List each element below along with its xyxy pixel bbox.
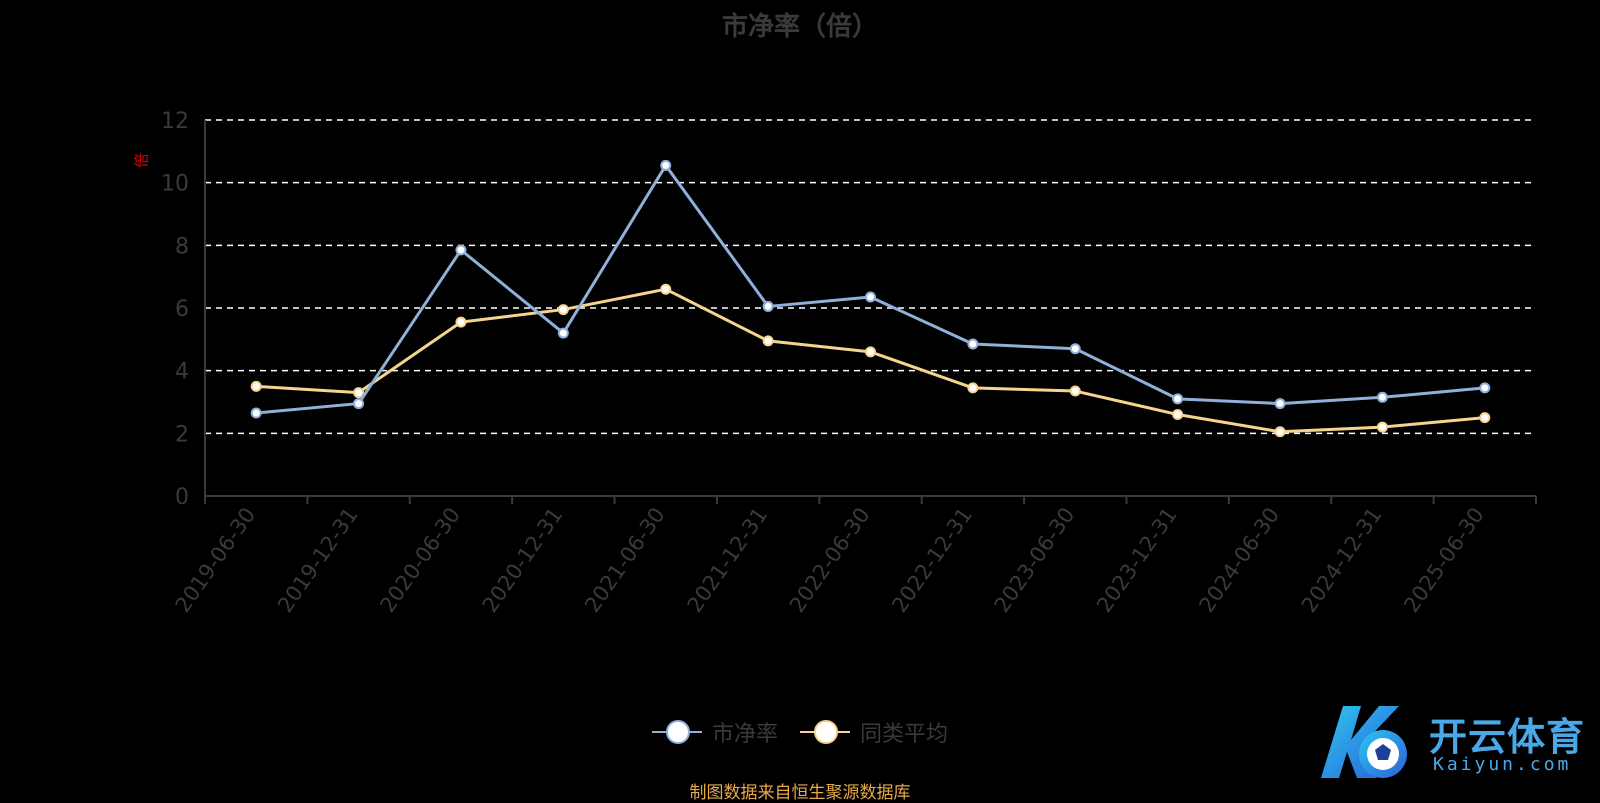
y-tick-label: 10: [161, 172, 189, 197]
x-tick-label: 2022-06-30: [785, 503, 875, 617]
y-tick-label: 2: [175, 422, 189, 447]
legend-swatch-peer-avg: [800, 720, 850, 744]
x-tick-label: 2022-12-31: [887, 503, 977, 617]
legend-swatch-pb: [651, 720, 702, 744]
series-1-point: [762, 335, 774, 347]
series-0-point: [353, 398, 365, 410]
kaiyun-logo-icon: [1321, 706, 1407, 778]
series-0-point: [1172, 393, 1184, 405]
series-0-point: [865, 291, 876, 303]
y-axis-label: 倍: [132, 153, 151, 169]
x-tick-label: 2019-12-31: [273, 503, 363, 617]
series-line-0: [256, 163, 1485, 415]
logo-sub: Kaiyun.com: [1433, 754, 1572, 775]
series-1-point: [353, 387, 365, 399]
y-tick-label: 4: [175, 360, 189, 385]
series-1-point: [1172, 409, 1184, 421]
chart-legend: 市净率 同类平均: [0, 716, 1600, 748]
x-tick-label: 2024-12-31: [1297, 503, 1387, 617]
chart-title: 市净率（倍）: [721, 12, 878, 42]
series-1-point: [967, 382, 979, 394]
legend-item-peer-avg[interactable]: 同类平均: [800, 716, 948, 748]
y-tick-label: 0: [175, 485, 189, 510]
x-tick-label: 2020-12-31: [478, 503, 568, 617]
series-0-point: [1376, 391, 1388, 403]
series-1-point: [1479, 412, 1491, 424]
series-0-point: [1274, 398, 1286, 410]
series-1-point: [1376, 421, 1388, 433]
series-0-point: [250, 407, 262, 419]
x-tick-label: 2023-06-30: [990, 503, 1080, 617]
series-1-point: [1069, 385, 1081, 397]
series-1-point: [455, 316, 467, 328]
x-tick-label: 2025-06-30: [1399, 503, 1489, 617]
logo-name: 开云体育: [1429, 715, 1586, 759]
series-0-point: [1479, 382, 1491, 394]
legend-label-pb: 市净率: [711, 722, 778, 747]
legend-item-pb[interactable]: 市净率: [651, 716, 778, 748]
series-1-point: [557, 304, 569, 316]
series-1-point: [250, 380, 262, 392]
source-note: 制图数据来自恒生聚源数据库: [689, 783, 911, 803]
series-1-point: [1274, 426, 1286, 438]
series-0-point: [557, 327, 569, 339]
legend-label-peer-avg: 同类平均: [860, 722, 949, 747]
x-tick-label: 2023-12-31: [1092, 503, 1182, 617]
x-tick-label: 2024-06-30: [1194, 503, 1284, 617]
series-0-point: [1069, 343, 1081, 355]
x-tick-label: 2021-06-30: [580, 503, 670, 617]
x-tick-label: 2021-12-31: [683, 503, 773, 617]
series-0-point: [455, 244, 467, 256]
series-0-point: [967, 338, 979, 350]
y-tick-label: 6: [175, 297, 189, 322]
series-0-point: [660, 159, 672, 171]
series-1-point: [660, 283, 672, 295]
y-tick-label: 12: [161, 109, 189, 134]
series-line-1: [256, 287, 1485, 434]
y-tick-label: 8: [175, 234, 189, 259]
x-tick-label: 2019-06-30: [171, 503, 261, 617]
x-tick-label: 2020-06-30: [375, 503, 465, 617]
brand-logo: 开云体育 Kaiyun.com: [1313, 698, 1593, 788]
series-1-point: [865, 346, 876, 358]
series-0-point: [762, 300, 774, 312]
